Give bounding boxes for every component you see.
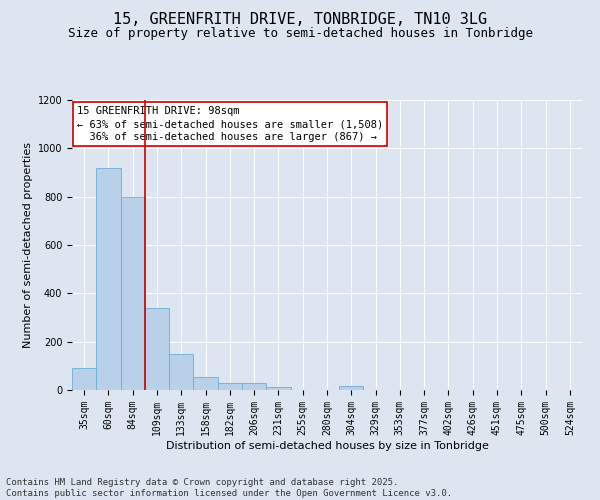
Bar — [339, 386, 364, 390]
Bar — [218, 383, 242, 390]
Y-axis label: Number of semi-detached properties: Number of semi-detached properties — [23, 142, 34, 348]
Bar — [242, 383, 266, 390]
Bar — [145, 308, 169, 390]
Bar — [193, 376, 218, 390]
Bar — [72, 368, 96, 390]
X-axis label: Distribution of semi-detached houses by size in Tonbridge: Distribution of semi-detached houses by … — [166, 440, 488, 450]
Text: 15 GREENFRITH DRIVE: 98sqm
← 63% of semi-detached houses are smaller (1,508)
  3: 15 GREENFRITH DRIVE: 98sqm ← 63% of semi… — [77, 106, 383, 142]
Bar — [169, 354, 193, 390]
Bar — [96, 168, 121, 390]
Bar — [121, 196, 145, 390]
Text: Size of property relative to semi-detached houses in Tonbridge: Size of property relative to semi-detach… — [67, 28, 533, 40]
Text: Contains HM Land Registry data © Crown copyright and database right 2025.
Contai: Contains HM Land Registry data © Crown c… — [6, 478, 452, 498]
Bar — [266, 387, 290, 390]
Text: 15, GREENFRITH DRIVE, TONBRIDGE, TN10 3LG: 15, GREENFRITH DRIVE, TONBRIDGE, TN10 3L… — [113, 12, 487, 28]
